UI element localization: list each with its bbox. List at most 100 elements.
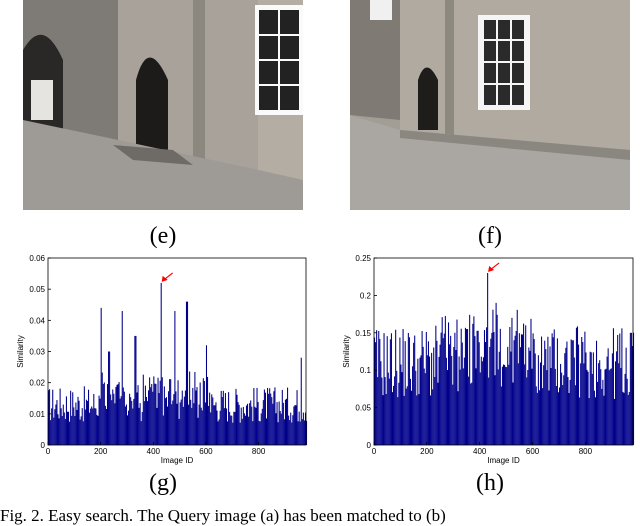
bar bbox=[130, 397, 132, 445]
bar bbox=[626, 378, 628, 445]
bar bbox=[242, 406, 244, 445]
bar bbox=[520, 334, 522, 445]
bar bbox=[582, 341, 584, 445]
bar bbox=[290, 412, 292, 445]
bar bbox=[261, 408, 263, 445]
highlight-arrow bbox=[488, 262, 500, 272]
bar bbox=[108, 351, 110, 445]
bar bbox=[525, 325, 527, 445]
bar bbox=[219, 410, 221, 445]
bar bbox=[570, 339, 572, 445]
bar bbox=[189, 371, 191, 445]
bar bbox=[234, 411, 236, 445]
bar bbox=[48, 390, 50, 445]
bar bbox=[273, 391, 275, 445]
bar bbox=[631, 346, 633, 445]
bar bbox=[82, 421, 84, 445]
bar bbox=[168, 391, 170, 445]
bar bbox=[299, 421, 301, 445]
bar bbox=[512, 382, 514, 445]
bar bbox=[123, 391, 125, 445]
bar bbox=[546, 370, 548, 445]
highlight-arrow bbox=[161, 272, 174, 282]
bar bbox=[58, 418, 60, 445]
bar bbox=[157, 377, 159, 445]
bar bbox=[99, 398, 101, 445]
bar bbox=[213, 405, 215, 445]
bar bbox=[72, 392, 74, 445]
bar bbox=[428, 356, 431, 445]
bar bbox=[542, 388, 544, 445]
bar bbox=[394, 376, 396, 445]
bar bbox=[485, 341, 487, 445]
bar bbox=[271, 397, 273, 445]
bar bbox=[555, 385, 557, 445]
bar bbox=[602, 379, 604, 445]
bar bbox=[129, 393, 131, 445]
bar bbox=[483, 330, 485, 445]
bar bbox=[221, 397, 223, 445]
bar bbox=[597, 381, 599, 445]
figure-caption: Fig. 2. Easy search. The Query image (a)… bbox=[0, 506, 446, 525]
bar bbox=[125, 404, 127, 445]
y-tick-label: 0.15 bbox=[355, 329, 371, 338]
bar bbox=[240, 407, 242, 445]
bar bbox=[77, 396, 79, 445]
bar bbox=[479, 372, 481, 445]
bar bbox=[73, 407, 75, 445]
bar bbox=[402, 329, 404, 445]
bar bbox=[68, 411, 70, 445]
bar bbox=[451, 355, 453, 445]
bar bbox=[532, 333, 534, 445]
bar bbox=[301, 419, 303, 445]
bar bbox=[413, 342, 415, 445]
bar bbox=[427, 341, 429, 445]
bar bbox=[274, 387, 276, 445]
bar bbox=[155, 383, 157, 445]
bar bbox=[494, 375, 496, 445]
bar bbox=[294, 405, 296, 445]
bar bbox=[446, 370, 448, 445]
bar bbox=[460, 328, 462, 445]
bar bbox=[215, 402, 217, 445]
bar bbox=[259, 421, 261, 445]
bar bbox=[141, 412, 143, 445]
bar bbox=[616, 351, 618, 445]
bar bbox=[83, 386, 85, 445]
bar bbox=[149, 377, 151, 445]
bar bbox=[522, 334, 524, 445]
bar bbox=[284, 399, 286, 445]
bar bbox=[223, 408, 225, 445]
bar bbox=[499, 328, 501, 445]
bar bbox=[198, 404, 200, 445]
bar bbox=[568, 393, 570, 445]
x-tick-label: 600 bbox=[199, 447, 213, 456]
bar bbox=[106, 384, 109, 445]
bar bbox=[184, 390, 186, 445]
bar bbox=[633, 332, 635, 445]
bar bbox=[188, 404, 190, 445]
bar bbox=[615, 361, 617, 445]
bar bbox=[191, 407, 193, 445]
bar bbox=[455, 349, 457, 445]
bar bbox=[448, 322, 450, 445]
bar bbox=[203, 380, 205, 445]
bar bbox=[252, 421, 254, 445]
bar bbox=[207, 376, 209, 445]
bar bbox=[397, 397, 399, 445]
bar bbox=[175, 391, 177, 445]
y-tick-label: 0 bbox=[41, 441, 46, 450]
bar bbox=[524, 364, 526, 445]
bar bbox=[293, 406, 295, 445]
bar bbox=[588, 398, 590, 445]
bar bbox=[74, 415, 76, 445]
bar bbox=[474, 336, 476, 445]
bar bbox=[262, 400, 264, 445]
bar bbox=[96, 414, 98, 445]
bar bbox=[194, 372, 196, 445]
bar bbox=[459, 369, 461, 445]
bar bbox=[78, 400, 80, 445]
bar bbox=[387, 372, 389, 445]
bar bbox=[439, 344, 441, 445]
bar bbox=[115, 387, 117, 445]
